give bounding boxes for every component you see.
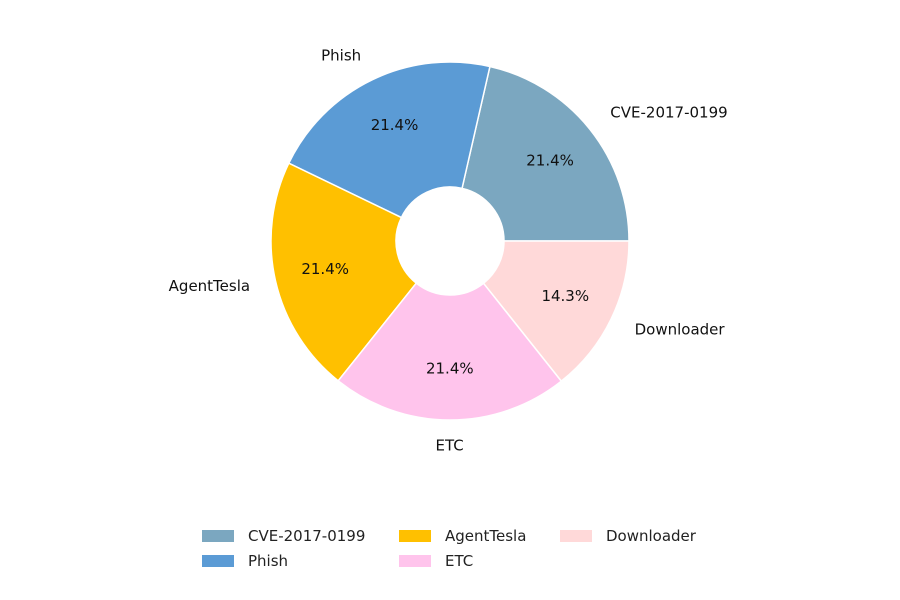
legend-swatch xyxy=(202,555,234,567)
legend-label: AgentTesla xyxy=(445,527,527,545)
legend-label: Downloader xyxy=(606,527,696,545)
category-label-downloader: Downloader xyxy=(635,321,726,339)
legend-item-downloader: Downloader xyxy=(560,526,696,546)
category-label-agenttesla: AgentTesla xyxy=(169,277,250,295)
legend-label: ETC xyxy=(445,552,474,570)
legend-swatch xyxy=(202,530,234,542)
legend-label: Phish xyxy=(248,552,289,570)
slice-downloader xyxy=(482,240,630,383)
percent-label-etc: 21.4% xyxy=(426,359,474,377)
legend-item-phish: Phish xyxy=(202,551,288,571)
category-label-cve-2017-0199: CVE-2017-0199 xyxy=(610,104,727,122)
percent-label-cve-2017-0199: 21.4% xyxy=(526,152,574,170)
legend: CVE-2017-0199 Phish AgentTesla ETC Downloade… xyxy=(202,526,722,576)
legend-swatch xyxy=(399,530,431,542)
legend-item-etc: ETC xyxy=(399,551,473,571)
percent-label-downloader: 14.3% xyxy=(541,287,589,305)
slice-cve-2017-0199 xyxy=(461,65,630,242)
legend-item-cve-2017-0199: CVE-2017-0199 xyxy=(202,526,365,546)
percent-label-agenttesla: 21.4% xyxy=(301,260,349,278)
legend-swatch xyxy=(560,530,592,542)
category-label-phish: Phish xyxy=(321,47,361,65)
legend-label: CVE-2017-0199 xyxy=(248,527,366,545)
slice-phish xyxy=(287,61,491,219)
legend-swatch xyxy=(399,555,431,567)
slice-etc xyxy=(337,282,563,421)
slice-agenttesla xyxy=(270,162,418,382)
category-label-etc: ETC xyxy=(436,436,464,454)
percent-label-phish: 21.4% xyxy=(371,116,419,134)
legend-item-agenttesla: AgentTesla xyxy=(399,526,526,546)
